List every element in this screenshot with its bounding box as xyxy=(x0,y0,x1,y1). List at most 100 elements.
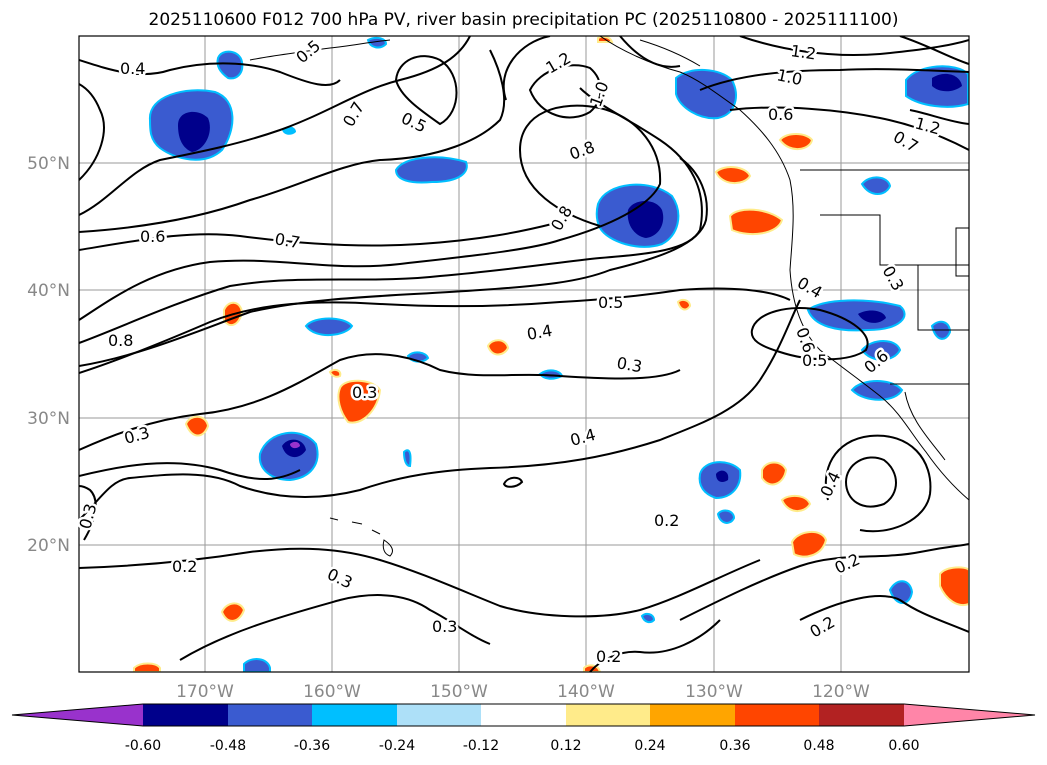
colorbar-swatch xyxy=(312,704,397,726)
precip-blob-negative xyxy=(860,176,892,195)
precip-core-extreme xyxy=(290,441,300,449)
coastline-alaska xyxy=(639,39,701,67)
colorbar-swatch xyxy=(650,704,735,726)
precip-core-negative xyxy=(282,439,306,458)
precip-blob-negative xyxy=(860,340,902,361)
pv-contours xyxy=(79,36,969,672)
colorbar-extend-low xyxy=(12,704,143,726)
contour-line xyxy=(750,307,869,361)
precip-blob-negative xyxy=(258,431,319,482)
colorbar-tick-label: 0.36 xyxy=(719,738,750,754)
contour-line xyxy=(502,476,524,488)
contour-label-0-3-f: 0.3 xyxy=(432,617,457,636)
coastline-aleutians xyxy=(249,39,391,61)
lon-labels: 170°W 160°W 150°W 140°W 130°W 120°W xyxy=(176,682,870,702)
contour-line xyxy=(79,87,703,344)
coastline-hawaii xyxy=(329,517,393,557)
colorbar-tick-label: -0.24 xyxy=(379,738,415,754)
precip-blob-negative xyxy=(850,380,904,401)
lon-label-120w: 120°W xyxy=(812,682,870,702)
contour-line xyxy=(589,619,721,672)
precip-blob-positive xyxy=(728,208,784,236)
colorbar-tick-label: 0.60 xyxy=(888,738,919,754)
contour-line xyxy=(394,55,458,126)
colorbar-tick-label: 0.24 xyxy=(634,738,665,754)
lat-label-20n: 20°N xyxy=(27,536,70,556)
colorbar-tick-label: -0.36 xyxy=(294,738,330,754)
contour-line xyxy=(79,223,553,251)
lat-label-30n: 30°N xyxy=(27,409,70,429)
colorbar-swatch xyxy=(735,704,819,726)
contour-line xyxy=(619,36,681,68)
contour-line xyxy=(799,595,969,633)
contour-line xyxy=(79,287,791,374)
contour-line xyxy=(502,36,551,101)
colorbar-tick-label: -0.60 xyxy=(125,738,161,754)
coastlines xyxy=(249,36,969,557)
colorbar-outline xyxy=(11,703,1036,727)
precip-blob-negative xyxy=(304,317,354,336)
precip-blob-positive xyxy=(184,415,210,437)
state-borders xyxy=(820,214,969,266)
contour-line xyxy=(844,456,897,508)
contour-line xyxy=(528,64,602,119)
contour-line xyxy=(79,547,761,618)
contour-label-0-2-c: 0.2 xyxy=(596,647,621,666)
colorbar-tick-label: 0.12 xyxy=(550,738,581,754)
contour-label-1-2-b: 1.2 xyxy=(789,41,817,63)
precip-blob-positive xyxy=(220,602,246,622)
state-borders xyxy=(955,227,969,277)
precip-blob-positive xyxy=(761,461,788,486)
contour-line xyxy=(824,434,932,533)
contour-line xyxy=(79,49,506,233)
contour-line xyxy=(79,353,681,451)
precip-blob-positive xyxy=(780,494,812,512)
contour-line xyxy=(79,485,97,541)
contour-label-0-6-a: 0.6 xyxy=(768,105,793,124)
precip-blob-positive xyxy=(133,662,161,672)
contour-line xyxy=(79,462,301,480)
colorbar-tick-label: -0.48 xyxy=(210,738,246,754)
graticule xyxy=(79,36,969,672)
lat-label-40n: 40°N xyxy=(27,281,70,301)
contour-line xyxy=(909,109,969,125)
contour-line xyxy=(739,36,969,57)
contour-line xyxy=(699,68,969,91)
precip-blob-negative xyxy=(366,36,388,49)
contour-label-0-5-d: 0.5 xyxy=(802,351,827,370)
lon-label-150w: 150°W xyxy=(430,682,488,702)
contour-label-0-2-b: 0.2 xyxy=(172,557,197,576)
contour-label-0-2-a: 0.2 xyxy=(654,511,679,530)
contour-line xyxy=(679,543,969,621)
precip-blob-negative xyxy=(394,156,468,184)
precip-blob-negative xyxy=(402,449,412,468)
contour-line xyxy=(79,299,801,521)
colorbar: -0.60 -0.48 -0.36 -0.24 -0.12 0.12 0.24 … xyxy=(11,703,1036,754)
precip-blob-negative xyxy=(243,658,271,672)
precip-blob-positive xyxy=(714,166,752,184)
precip-blob-positive xyxy=(328,368,342,378)
precip-blob-negative xyxy=(640,612,656,624)
colorbar-swatch xyxy=(481,704,566,726)
precip-blob-positive xyxy=(676,298,692,311)
lon-label-140w: 140°W xyxy=(557,682,615,702)
precip-core-negative xyxy=(858,310,886,323)
state-borders xyxy=(917,265,969,331)
contour-label-0-8-c: 0.8 xyxy=(108,331,133,350)
precip-core-negative xyxy=(178,111,210,152)
precip-blob-negative xyxy=(216,50,244,80)
coastline-north-america xyxy=(599,36,969,501)
coastline-baja xyxy=(904,391,946,461)
contour-label-0-5-c: 0.5 xyxy=(598,293,623,312)
colorbar-swatch xyxy=(228,704,312,726)
colorbar-swatch xyxy=(819,704,904,726)
precip-blob-positive xyxy=(790,531,828,558)
precip-blob-positive xyxy=(778,133,814,150)
precip-core-negative xyxy=(932,73,962,92)
contour-label-0-3-b: 0.3 xyxy=(352,383,377,402)
map-frame xyxy=(78,35,970,673)
colorbar-swatch xyxy=(397,704,481,726)
contour-line xyxy=(79,83,105,181)
colorbar-swatch xyxy=(143,704,228,726)
